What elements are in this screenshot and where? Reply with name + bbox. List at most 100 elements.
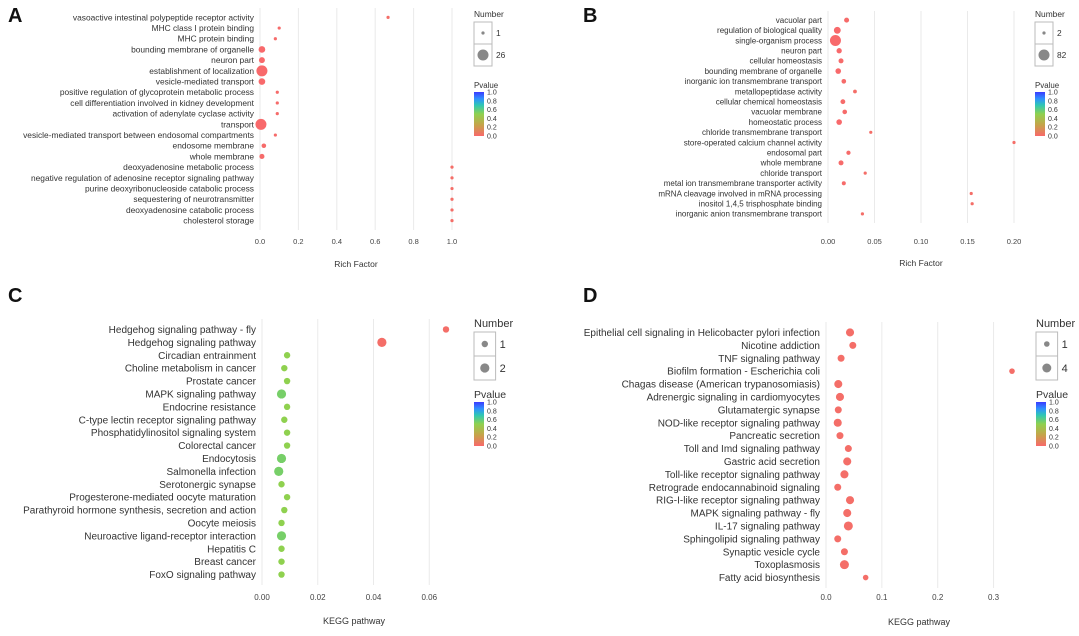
- panel-b-bubble: [869, 130, 873, 134]
- panel-d-bubble: [837, 354, 845, 362]
- panel-d-bubble: [839, 560, 849, 570]
- panel-a-category-label: sequestering of neurotransmitter: [133, 194, 254, 204]
- panel-d-bubble: [862, 574, 869, 581]
- panel-d-bubble: [834, 380, 843, 389]
- panel-b-category-label: regulation of biological quality: [717, 26, 822, 35]
- panel-b-bubble: [1012, 140, 1016, 145]
- panel-a-category-label: vesicle-mediated transport: [156, 76, 255, 86]
- panel-a-letter: A: [8, 5, 22, 27]
- panel-a-bubble: [258, 78, 266, 85]
- panel-c-category-label: Circadian entrainment: [158, 351, 256, 362]
- panel-a-bubble: [277, 26, 281, 30]
- panel-d-legend-color-tick: 1.0: [1049, 400, 1059, 407]
- panel-c-legend-color-tick: 0.4: [487, 426, 497, 433]
- panel-a-legend-color-title: Pvalue: [474, 81, 499, 90]
- panel-b-bubble: [829, 35, 841, 46]
- panel-b-bubble: [860, 212, 865, 216]
- panel-d-category-label: Nicotine addiction: [741, 341, 820, 352]
- panel-b-bubble: [838, 58, 844, 64]
- panel-b-category-label: homeostatic process: [749, 118, 822, 127]
- panel-b-legend-size-marker: [1038, 49, 1050, 61]
- panel-c-legend-size-label: 1: [500, 339, 506, 351]
- panel-a-category-label: MHC class I protein binding: [152, 23, 255, 33]
- panel-d-bubble: [849, 341, 857, 349]
- panel-b-bubble: [841, 78, 847, 84]
- panel-a-x-tick-label: 1.0: [447, 237, 457, 246]
- panel-d-legend-size-marker: [1044, 341, 1050, 347]
- panel-d-category-label: Adrenergic signaling in cardiomyocytes: [647, 392, 820, 403]
- panel-a-legend-size-label: 1: [496, 28, 501, 38]
- panel-d-bubble: [845, 496, 855, 505]
- panel-d-bubble: [835, 392, 845, 401]
- panel-a-bubble: [386, 15, 390, 19]
- panel-b-legend-colorbar: [1035, 92, 1045, 136]
- panel-a-category-label: transport: [221, 119, 255, 129]
- panel-d-legend-color-tick: 0.2: [1049, 435, 1059, 442]
- panel-c-category-label: C-type lectin receptor signaling pathway: [79, 415, 256, 426]
- panel-a-legend-color-tick: 0.4: [487, 116, 497, 123]
- panel-c-category-label: Salmonella infection: [167, 467, 257, 478]
- panel-b-category-label: whole membrane: [760, 159, 823, 168]
- panel-b-category-label: inorganic ion transmembrane transport: [685, 77, 823, 86]
- panel-b-category-label: bounding membrane of organelle: [705, 67, 823, 76]
- panel-c-category-label: Choline metabolism in cancer: [125, 364, 257, 375]
- panel-d-bubble: [834, 483, 842, 491]
- panel-b-legend-size-marker: [1042, 31, 1046, 35]
- panel-c-category-label: Oocyte meiosis: [188, 518, 256, 529]
- panel-b-bubble: [833, 26, 841, 34]
- panel-d-x-tick-label: 0.1: [876, 593, 888, 602]
- panel-a-bubble: [273, 133, 277, 137]
- panel-a-category-label: activation of adenylate cyclase activity: [112, 109, 254, 119]
- panel-c-category-label: Colorectal cancer: [178, 441, 256, 452]
- panel-a-legend-size-marker: [481, 31, 485, 35]
- panel-c-bubble: [278, 519, 285, 527]
- panel-b-bubble: [836, 48, 842, 54]
- panel-a-legend-size-title: Number: [474, 9, 504, 19]
- panel-c-bubble: [283, 429, 291, 436]
- panel-d-legend-colorbar: [1036, 402, 1046, 446]
- panel-c-category-label: Endocytosis: [202, 454, 256, 465]
- panel-b-category-label: inositol 1,4,5 trisphosphate binding: [699, 200, 822, 209]
- panel-b-category-label: vacuolar membrane: [751, 108, 822, 117]
- panel-c-bubble: [283, 377, 291, 385]
- panel-c-bubble: [283, 442, 291, 449]
- panel-a-category-label: purine deoxyribonucleoside catabolic pro…: [85, 183, 254, 193]
- panel-b-category-label: inorganic anion transmembrane transport: [676, 210, 823, 219]
- panel-d-bubble: [840, 548, 848, 556]
- panel-d-bubble: [1009, 368, 1015, 374]
- panel-d-bubble: [845, 328, 855, 337]
- panel-b-bubble: [835, 68, 842, 74]
- panel-b-legend-color-tick: 1.0: [1048, 90, 1058, 97]
- panel-a-category-label: deoxyadenosine metabolic process: [123, 162, 254, 172]
- panel-d-legend-color-title: Pvalue: [1036, 389, 1068, 401]
- panel-b-bubble: [838, 160, 844, 166]
- panel-d-category-label: Synaptic vesicle cycle: [723, 547, 821, 558]
- panel-c-legend-size-label: 2: [500, 363, 506, 375]
- panel-d-category-label: Toll-like receptor signaling pathway: [665, 470, 820, 481]
- panel-a-bubble: [450, 165, 454, 169]
- panel-d-legend-color-tick: 0.4: [1049, 426, 1059, 433]
- panel-a-x-axis-label: Rich Factor: [334, 259, 378, 269]
- panel-a-category-label: endosome membrane: [173, 141, 255, 151]
- panel-d-category-label: TNF signaling pathway: [718, 354, 820, 365]
- panel-d-legend-color-tick: 0.8: [1049, 408, 1059, 415]
- panel-a-legend-color-tick: 0.0: [487, 134, 497, 141]
- panel-a-x-tick-label: 0.4: [332, 237, 342, 246]
- panel-c-bubble: [278, 558, 285, 565]
- panel-a-category-label: deoxyadenosine catabolic process: [126, 205, 254, 215]
- panel-a-category-label: vasoactive intestinal polypeptide recept…: [73, 12, 255, 22]
- panel-b-x-tick-label: 0.00: [821, 237, 836, 246]
- panel-a-bubble: [450, 219, 454, 223]
- panel-a-bubble: [275, 101, 279, 105]
- panel-b-legend-color-tick: 0.4: [1048, 116, 1058, 123]
- panel-b-category-label: cellular chemical homeostasis: [716, 98, 822, 107]
- panel-b-legend-color-tick: 0.8: [1048, 98, 1058, 105]
- panel-c-bubble: [276, 531, 287, 541]
- panel-c-bubble: [278, 571, 285, 578]
- panel-a-bubble: [450, 176, 454, 180]
- panel-d-bubble: [844, 445, 852, 453]
- panel-d-bubble: [833, 418, 842, 427]
- panel-c-legend-color-tick: 0.0: [487, 444, 497, 451]
- panel-b-bubble: [863, 171, 867, 175]
